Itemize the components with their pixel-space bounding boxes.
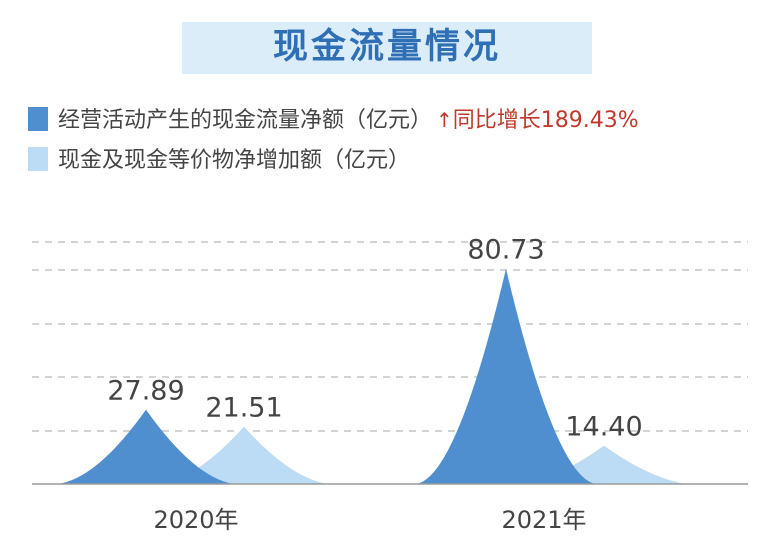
legend-swatch-series1 [28, 107, 48, 131]
bar-series1-2021年 [416, 268, 596, 484]
legend-label-series2: 现金及现金等价物净增加额（亿元） [58, 148, 411, 173]
data-label-series1-2021年: 80.73 [467, 235, 544, 266]
up-arrow-icon: ↑ [436, 108, 453, 132]
legend-item-series1: 经营活动产生的现金流量净额（亿元） ↑同比增长189.43% [28, 102, 639, 134]
growth-note: ↑同比增长189.43% [436, 108, 639, 133]
data-label-series2-2021年: 14.40 [565, 412, 642, 443]
growth-text: 同比增长189.43% [452, 108, 639, 133]
title-band [182, 22, 592, 74]
bar-series1-2020年 [58, 409, 234, 484]
chart-title: 现金流量情况 [272, 27, 501, 67]
legend-swatch-series2 [28, 147, 48, 171]
bar-series2-2020年 [160, 426, 328, 484]
data-label-series2-2020年: 21.51 [205, 393, 282, 424]
data-label-series1-2020年: 27.89 [107, 376, 184, 407]
legend-item-series2: 现金及现金等价物净增加额（亿元） [28, 142, 410, 174]
legend-label-series1: 经营活动产生的现金流量净额（亿元） [58, 108, 433, 133]
x-tick-label-0: 2020年 [153, 506, 238, 534]
x-tick-label-1: 2021年 [501, 506, 586, 534]
